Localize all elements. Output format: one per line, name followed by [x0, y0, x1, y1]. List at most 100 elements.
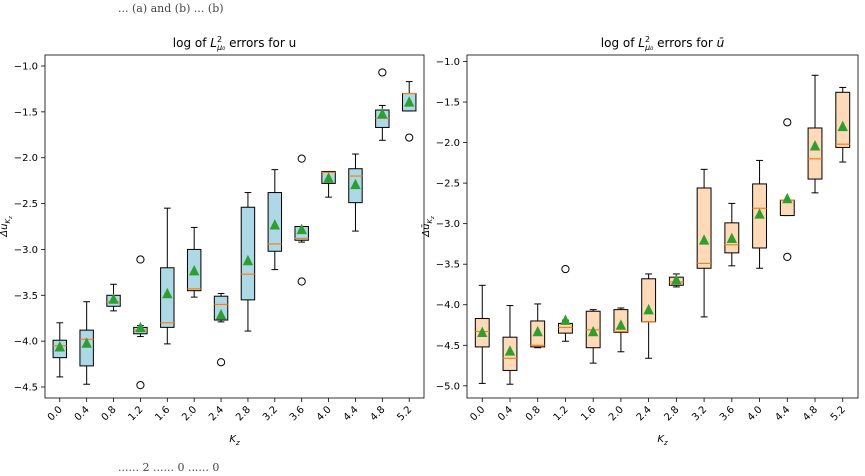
y-tick-label: −3.0	[14, 245, 38, 256]
x-tick-label: 2.8	[234, 404, 253, 423]
outlier-point	[783, 252, 792, 262]
mean-marker	[615, 319, 627, 330]
box-4.0	[752, 159, 767, 269]
mean-marker	[108, 293, 119, 304]
box-body	[240, 206, 256, 301]
box-3.6	[294, 154, 309, 286]
mean-marker	[754, 208, 765, 219]
mean-marker	[296, 223, 307, 235]
y-axis-label: ΔuKz	[0, 216, 14, 238]
x-tick-label: 1.2	[127, 404, 146, 423]
x-tick-label: 4.8	[801, 404, 820, 423]
box-body	[696, 187, 712, 269]
mean-marker	[504, 345, 516, 356]
box-0.4	[502, 305, 518, 385]
mean-marker	[54, 341, 65, 352]
box-0.8	[530, 303, 546, 349]
x-tick-label: 0.4	[73, 404, 92, 423]
x-tick-label: 4.4	[773, 404, 792, 423]
mean-marker	[323, 172, 334, 183]
box-3.6	[724, 202, 740, 267]
y-tick-label: −1.5	[436, 98, 460, 109]
box-2.4	[641, 273, 657, 359]
x-tick-label: 1.2	[552, 404, 571, 423]
outlier-point	[378, 68, 387, 77]
box-4.8	[807, 74, 823, 194]
mean-marker	[350, 178, 361, 190]
plot-frame	[44, 54, 425, 399]
y-tick-label: −3.5	[14, 291, 38, 302]
mean-marker	[162, 287, 173, 299]
outlier-point	[783, 118, 792, 127]
mean-marker	[698, 234, 710, 245]
y-tick-label: −2.5	[14, 199, 38, 210]
box-2.4	[213, 292, 229, 367]
mean-marker	[377, 108, 388, 119]
mean-marker	[643, 303, 654, 315]
box-2.8	[668, 273, 684, 288]
y-tick-label: −4.5	[436, 341, 460, 352]
mean-marker	[837, 120, 848, 132]
y-tick-label: −1.0	[436, 57, 460, 68]
mean-marker	[532, 325, 543, 337]
mean-marker	[81, 337, 92, 348]
box-body	[213, 295, 229, 321]
outlier-point	[297, 154, 306, 163]
x-tick-label: 1.6	[579, 404, 598, 423]
box-3.2	[696, 168, 712, 318]
y-tick-label: −2.0	[14, 153, 38, 164]
chart-title: log of L2 μ₀ errors for ū	[601, 35, 725, 52]
y-tick-label: −3.5	[436, 260, 460, 271]
mean-marker	[809, 140, 821, 151]
box-body	[835, 91, 851, 148]
top-caption: ... (a) and (b) ... (b)	[118, 2, 224, 15]
x-tick-label: 2.0	[607, 404, 626, 423]
box-body	[641, 278, 657, 323]
outlier-point	[297, 277, 306, 286]
y-tick-label: −4.0	[14, 337, 38, 348]
x-tick-label: 2.8	[662, 404, 681, 423]
mean-marker	[269, 219, 281, 230]
box-1.2	[133, 255, 148, 390]
box-0.8	[106, 283, 121, 312]
y-tick-label: −1.0	[14, 62, 38, 73]
mean-marker	[587, 325, 599, 337]
plot-frame	[466, 54, 859, 399]
y-tick-label: −1.5	[14, 107, 38, 118]
x-tick-label: 0.0	[468, 404, 487, 423]
x-tick-label: 5.2	[395, 404, 414, 423]
x-axis-label: Kz	[657, 434, 668, 447]
y-tick-label: −4.0	[436, 300, 460, 311]
box-body	[79, 329, 94, 367]
box-0.0	[52, 322, 68, 378]
x-tick-label: 0.8	[524, 404, 543, 423]
outlier-point	[405, 133, 414, 142]
box-5.2	[401, 81, 417, 142]
x-tick-label: 4.0	[315, 404, 334, 423]
x-tick-label: 3.2	[690, 404, 709, 423]
box-4.0	[321, 170, 336, 198]
x-tick-label: 2.0	[180, 404, 199, 423]
x-tick-label: 3.6	[718, 404, 737, 423]
outlier-point	[136, 381, 145, 390]
bottom-caption: ...... 2 ...... 0 ...... 0	[118, 461, 219, 474]
box-4.4	[348, 153, 363, 232]
box-4.4	[779, 118, 795, 262]
mean-marker	[188, 264, 200, 276]
x-tick-label: 4.8	[368, 404, 387, 423]
mean-marker	[404, 96, 415, 107]
y-tick-label: −2.0	[436, 138, 460, 149]
box-2.8	[240, 192, 256, 332]
box-3.2	[267, 169, 283, 271]
x-tick-label: 4.0	[746, 404, 765, 423]
x-tick-label: 2.4	[207, 404, 226, 423]
outlier-point	[136, 255, 145, 264]
y-axis-label: ΔūKz	[421, 216, 436, 238]
mean-marker	[671, 273, 682, 285]
mean-marker	[135, 321, 146, 333]
box-4.8	[375, 68, 390, 141]
box-1.2	[558, 264, 573, 342]
box-0.4	[79, 301, 94, 385]
mean-marker	[477, 326, 488, 338]
